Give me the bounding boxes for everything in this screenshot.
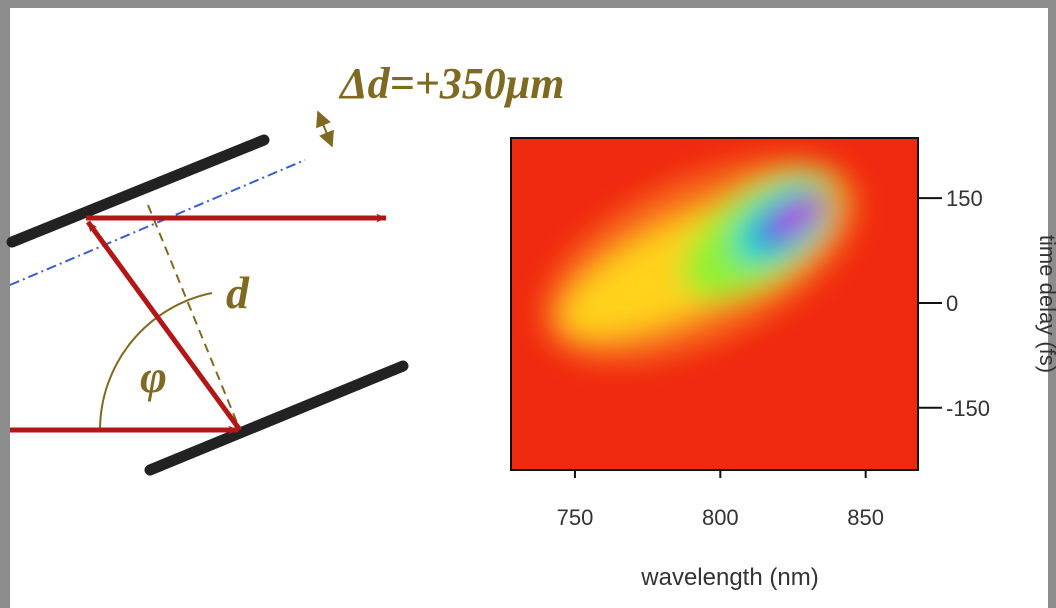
annotation: Δd=+350μm <box>338 59 564 108</box>
y-tick-label: -150 <box>946 396 990 421</box>
plot-frame <box>510 137 919 471</box>
x-axis-label: wavelength (nm) <box>640 564 818 591</box>
normal-line <box>147 204 239 426</box>
x-tick-label: 850 <box>847 505 884 530</box>
shift-arrow <box>316 110 334 148</box>
y-axis-label: time delay (fs) <box>1035 235 1056 373</box>
distance-label: d <box>226 267 250 318</box>
heatmap <box>511 138 918 470</box>
reflected-beam <box>85 220 243 432</box>
x-tick-label: 800 <box>702 505 739 530</box>
reference-line <box>9 159 306 286</box>
y-tick-label: 150 <box>946 186 983 211</box>
x-tick-label: 750 <box>557 505 594 530</box>
angle-label: φ <box>140 351 167 402</box>
y-tick-label: 0 <box>946 291 958 316</box>
bottom-mirror <box>144 360 409 476</box>
angle-arc <box>99 292 213 431</box>
top-mirror <box>6 134 270 248</box>
